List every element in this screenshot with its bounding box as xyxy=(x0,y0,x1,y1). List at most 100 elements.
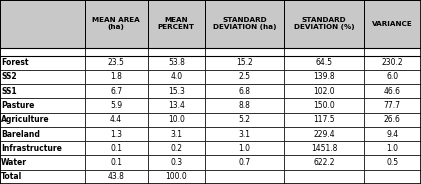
Bar xyxy=(85,170,148,184)
Bar xyxy=(148,98,205,113)
Text: 26.6: 26.6 xyxy=(384,115,401,124)
Bar xyxy=(284,48,364,56)
Text: 15.3: 15.3 xyxy=(168,87,185,96)
Text: 77.7: 77.7 xyxy=(384,101,401,110)
Text: 3.1: 3.1 xyxy=(171,130,182,139)
Text: 0.1: 0.1 xyxy=(110,144,122,153)
Bar xyxy=(205,170,284,184)
Bar xyxy=(205,155,284,170)
Bar xyxy=(284,113,364,127)
Bar xyxy=(205,127,284,141)
Text: 64.5: 64.5 xyxy=(315,58,333,67)
Bar xyxy=(0,98,85,113)
Text: 0.5: 0.5 xyxy=(386,158,398,167)
Bar xyxy=(364,170,421,184)
Bar xyxy=(205,56,284,70)
Bar xyxy=(0,170,85,184)
Bar xyxy=(0,155,85,170)
Bar xyxy=(284,170,364,184)
Bar xyxy=(364,155,421,170)
Bar xyxy=(364,113,421,127)
Text: Water: Water xyxy=(1,158,27,167)
Bar xyxy=(85,84,148,98)
Text: 0.2: 0.2 xyxy=(171,144,182,153)
Bar xyxy=(364,98,421,113)
Bar xyxy=(148,48,205,56)
Bar xyxy=(85,48,148,56)
Text: 53.8: 53.8 xyxy=(168,58,185,67)
Bar xyxy=(205,48,284,56)
Text: 139.8: 139.8 xyxy=(313,72,335,82)
Text: 3.1: 3.1 xyxy=(239,130,250,139)
Bar xyxy=(284,0,364,48)
Text: 5.2: 5.2 xyxy=(239,115,250,124)
Bar xyxy=(85,141,148,155)
Text: Total: Total xyxy=(1,172,22,181)
Text: 0.3: 0.3 xyxy=(170,158,182,167)
Text: STANDARD
DEVIATION (%): STANDARD DEVIATION (%) xyxy=(293,17,354,30)
Bar xyxy=(284,98,364,113)
Bar xyxy=(205,84,284,98)
Bar xyxy=(85,56,148,70)
Bar xyxy=(148,56,205,70)
Text: SS1: SS1 xyxy=(1,87,17,96)
Text: 6.8: 6.8 xyxy=(239,87,250,96)
Text: Forest: Forest xyxy=(1,58,29,67)
Text: SS2: SS2 xyxy=(1,72,17,82)
Text: 102.0: 102.0 xyxy=(313,87,335,96)
Bar xyxy=(0,141,85,155)
Bar xyxy=(0,113,85,127)
Text: 1.8: 1.8 xyxy=(110,72,122,82)
Text: 43.8: 43.8 xyxy=(108,172,125,181)
Bar xyxy=(0,0,85,48)
Text: 1.3: 1.3 xyxy=(110,130,122,139)
Text: Pasture: Pasture xyxy=(1,101,35,110)
Text: 117.5: 117.5 xyxy=(313,115,335,124)
Text: VARIANCE: VARIANCE xyxy=(372,21,413,27)
Text: 622.2: 622.2 xyxy=(313,158,335,167)
Bar xyxy=(284,84,364,98)
Bar xyxy=(284,127,364,141)
Text: 230.2: 230.2 xyxy=(381,58,403,67)
Bar xyxy=(284,141,364,155)
Bar xyxy=(0,127,85,141)
Text: 229.4: 229.4 xyxy=(313,130,335,139)
Bar xyxy=(284,155,364,170)
Text: MEAN AREA
(ha): MEAN AREA (ha) xyxy=(92,17,140,30)
Bar xyxy=(0,56,85,70)
Bar xyxy=(85,70,148,84)
Bar xyxy=(205,141,284,155)
Bar xyxy=(205,0,284,48)
Bar xyxy=(364,56,421,70)
Text: 1.0: 1.0 xyxy=(386,144,398,153)
Text: Agriculture: Agriculture xyxy=(1,115,50,124)
Bar xyxy=(148,0,205,48)
Bar xyxy=(148,155,205,170)
Bar xyxy=(284,56,364,70)
Bar xyxy=(85,127,148,141)
Text: 5.9: 5.9 xyxy=(110,101,122,110)
Text: Infrastructure: Infrastructure xyxy=(1,144,62,153)
Bar xyxy=(364,84,421,98)
Bar xyxy=(148,170,205,184)
Bar xyxy=(284,70,364,84)
Bar xyxy=(364,70,421,84)
Bar xyxy=(85,113,148,127)
Text: 0.1: 0.1 xyxy=(110,158,122,167)
Text: 0.7: 0.7 xyxy=(239,158,251,167)
Bar xyxy=(148,84,205,98)
Text: 2.5: 2.5 xyxy=(239,72,250,82)
Bar xyxy=(148,113,205,127)
Text: 23.5: 23.5 xyxy=(108,58,125,67)
Text: Bareland: Bareland xyxy=(1,130,40,139)
Bar xyxy=(148,127,205,141)
Bar xyxy=(0,70,85,84)
Bar xyxy=(364,141,421,155)
Bar xyxy=(364,127,421,141)
Text: 150.0: 150.0 xyxy=(313,101,335,110)
Bar xyxy=(148,70,205,84)
Bar xyxy=(205,113,284,127)
Text: 6.0: 6.0 xyxy=(386,72,398,82)
Bar xyxy=(85,155,148,170)
Text: 46.6: 46.6 xyxy=(384,87,401,96)
